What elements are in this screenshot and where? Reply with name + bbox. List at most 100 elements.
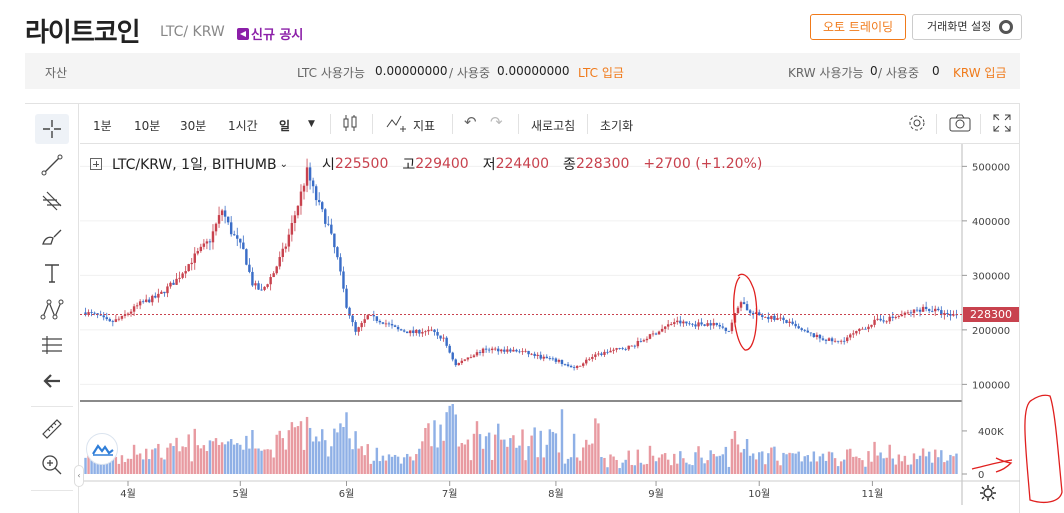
candle-body — [903, 312, 907, 315]
indicator-button[interactable]: 지표 — [413, 119, 436, 133]
candle-body — [151, 295, 154, 303]
legend-high-label: 고 — [402, 157, 416, 173]
undo-icon[interactable]: ↶ — [464, 113, 477, 131]
candle-type-icon[interactable] — [342, 113, 358, 136]
volume-bar — [381, 455, 385, 474]
krw-deposit-link[interactable]: KRW 입금 — [953, 66, 1007, 80]
volume-bar — [651, 455, 655, 474]
symbol-dropdown-icon[interactable]: ⌄ — [279, 158, 289, 170]
fib-icon[interactable] — [35, 186, 69, 216]
candle-body — [830, 338, 834, 342]
brush-icon[interactable] — [35, 222, 69, 252]
reset-button[interactable]: 초기화 — [600, 119, 634, 133]
zoom-in-icon[interactable] — [35, 450, 69, 480]
volume-bar — [442, 440, 445, 474]
candle-body — [715, 322, 718, 325]
volume-bar — [472, 433, 476, 474]
volume-bar — [308, 427, 312, 474]
volume-bar — [175, 437, 178, 474]
candle-body — [815, 334, 819, 337]
volume-bar — [220, 442, 224, 474]
interval-30m[interactable]: 30분 — [180, 119, 207, 133]
candle-body — [412, 330, 415, 334]
candle-body — [169, 282, 172, 287]
candle-body — [566, 364, 570, 366]
interval-1d[interactable]: 일 — [279, 119, 291, 133]
camera-icon[interactable] — [949, 114, 971, 135]
candle-body — [685, 321, 688, 324]
volume-bar — [409, 456, 412, 474]
interval-10m[interactable]: 10분 — [134, 119, 161, 133]
volume-bar — [515, 447, 518, 474]
volume-bar — [114, 456, 118, 474]
volume-bar — [144, 448, 148, 474]
trend-line-icon[interactable] — [35, 150, 69, 180]
indicator-icon[interactable] — [386, 113, 408, 136]
collapse-toolbar-button[interactable]: ‹ — [74, 465, 84, 487]
candle-body — [205, 241, 209, 244]
volume-bar — [466, 439, 470, 474]
volume-bar — [330, 446, 333, 474]
volume-bar — [642, 464, 646, 474]
candle-body — [870, 324, 873, 327]
volume-bar — [242, 449, 245, 474]
tools-divider — [31, 406, 73, 407]
legend-symbol[interactable]: LTC/KRW, 1일, BITHUMB — [112, 157, 277, 173]
candle-body — [627, 345, 630, 350]
toolbar-divider-7 — [980, 114, 981, 134]
candle-body — [275, 266, 278, 274]
candle-body — [654, 333, 658, 335]
candle-body — [842, 340, 846, 342]
fullscreen-icon[interactable] — [993, 114, 1011, 135]
chart-logo-icon[interactable] — [86, 433, 118, 465]
volume-bar — [545, 444, 549, 474]
interval-1h[interactable]: 1시간 — [228, 119, 258, 133]
asset-bar: 자산 LTC 사용가능 0.00000000 / 사용중 0.00000000 … — [25, 53, 1020, 89]
price-tick-label: 300000 — [972, 271, 1010, 282]
volume-bar — [184, 447, 187, 474]
candle-body — [615, 348, 618, 350]
candle-body — [518, 351, 521, 353]
volume-bar — [202, 445, 206, 474]
measure-icon[interactable] — [35, 330, 69, 360]
gear-icon — [999, 20, 1013, 34]
auto-trading-button[interactable]: 오토 트레이딩 — [810, 14, 906, 40]
volume-bar — [399, 463, 403, 474]
back-arrow-icon[interactable] — [35, 366, 69, 396]
screen-setting-button[interactable]: 거래화면 설정 — [912, 14, 1022, 40]
ltc-deposit-link[interactable]: LTC 입금 — [578, 66, 624, 80]
ruler-icon[interactable] — [35, 414, 69, 444]
candle-body — [776, 318, 779, 320]
candle-body — [761, 315, 764, 317]
volume-bar — [436, 447, 439, 474]
volume-bar — [870, 461, 873, 474]
pattern-icon[interactable] — [35, 294, 69, 324]
candle-body — [90, 312, 93, 313]
candle-body — [924, 306, 928, 310]
candle-body — [421, 332, 424, 334]
megaphone-icon — [237, 27, 249, 40]
refresh-button[interactable]: 새로고침 — [531, 119, 576, 133]
volume-bar — [776, 460, 779, 474]
notice-link[interactable]: 신규 공시 — [237, 24, 303, 43]
collapse-legend-icon[interactable] — [90, 158, 102, 170]
redo-icon[interactable]: ↷ — [490, 113, 503, 131]
candle-body — [469, 357, 473, 358]
volume-bar — [842, 459, 846, 474]
candle-body — [927, 309, 931, 311]
candle-body — [915, 309, 919, 311]
settings-icon[interactable] — [907, 113, 927, 136]
interval-dropdown-icon[interactable]: ▼ — [308, 119, 315, 129]
volume-bar — [569, 457, 573, 474]
volume-bar — [287, 430, 291, 474]
candle-body — [657, 331, 661, 335]
volume-bar — [148, 459, 151, 474]
interval-1m[interactable]: 1분 — [93, 119, 112, 133]
volume-bar — [600, 456, 603, 474]
krw-inuse-label: / 사용중 — [878, 66, 919, 80]
candle-body — [475, 352, 479, 356]
crosshair-icon[interactable] — [35, 114, 69, 144]
candle-body — [199, 246, 203, 252]
text-icon[interactable] — [35, 258, 69, 288]
